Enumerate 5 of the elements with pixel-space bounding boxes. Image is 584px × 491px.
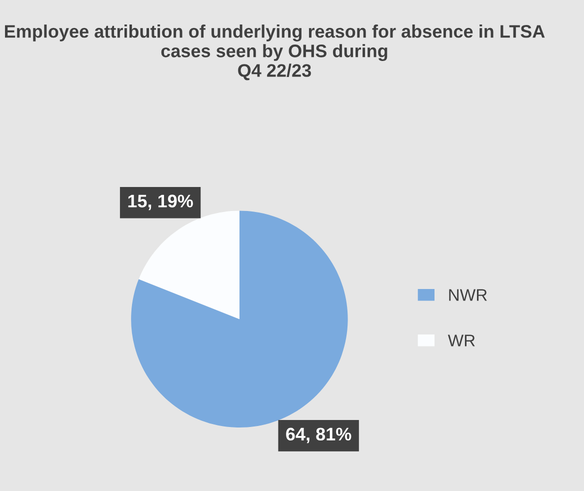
chart-title: Employee attribution of underlying reason for absence in LTSA cases seen by OHS during Q4 22/23 xyxy=(5,24,545,80)
legend-label: NWR xyxy=(449,289,487,301)
data-label: 64, 81% xyxy=(286,428,352,444)
legend-label: WR xyxy=(448,334,475,346)
data-label: 15, 19% xyxy=(128,194,193,210)
